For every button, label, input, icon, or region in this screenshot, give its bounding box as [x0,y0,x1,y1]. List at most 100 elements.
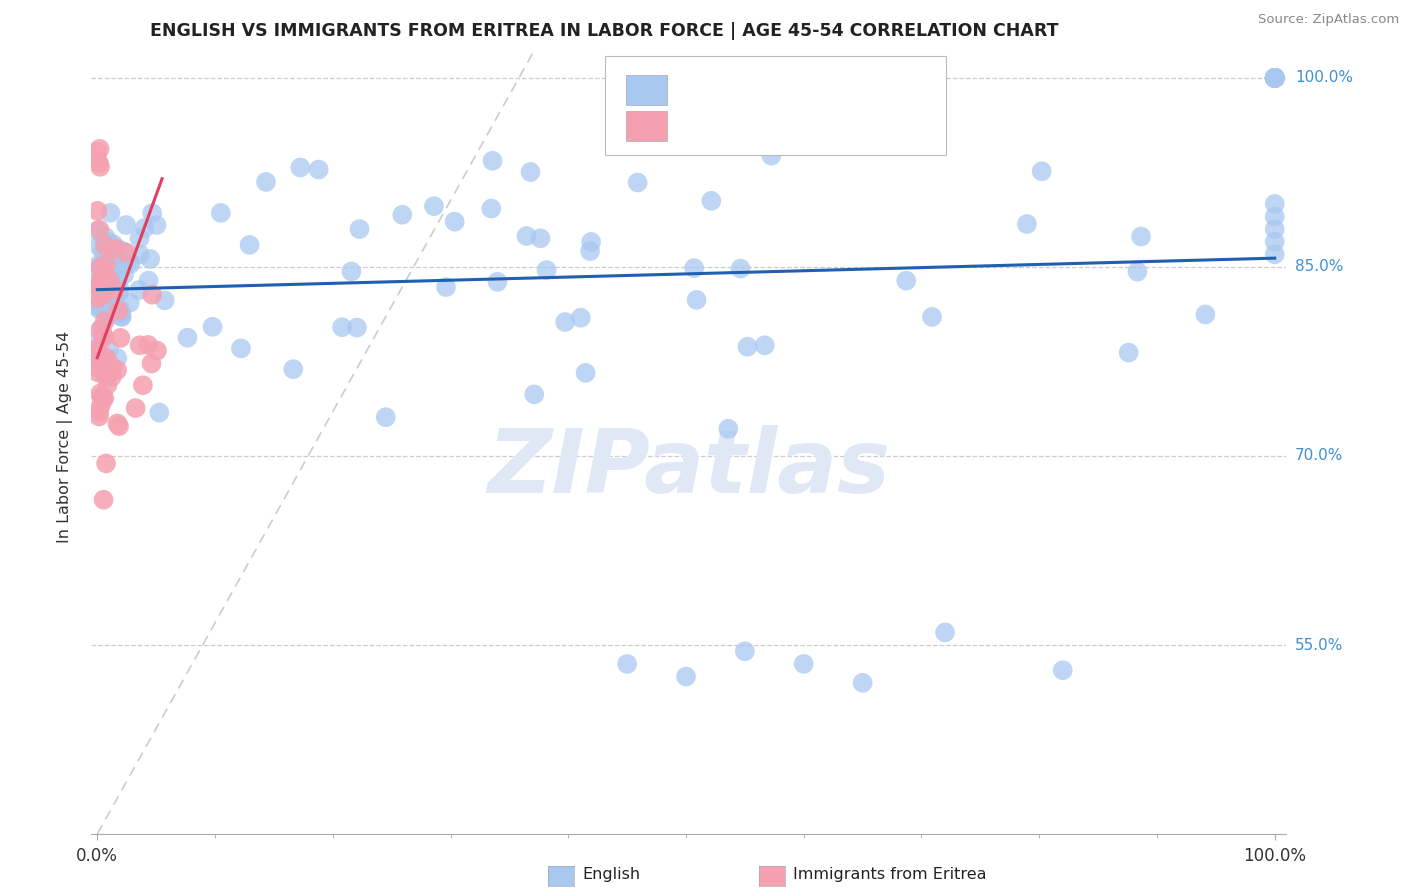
Point [96,243,118,257]
Point [97,285,120,300]
Point [346,320,368,334]
Point [1031,164,1053,178]
Point [519,165,541,179]
Point [1264,70,1286,85]
Point [132,378,155,392]
Point [91,244,114,259]
Point [340,264,363,278]
Point [1264,70,1286,85]
Text: ZIPatlas: ZIPatlas [488,425,890,512]
Point [110,306,132,320]
Point [443,214,465,228]
Point [93,492,115,507]
Point [89,142,111,156]
Point [104,251,127,265]
Point [89,323,111,337]
Point [108,419,131,434]
Point [1264,70,1286,85]
Point [201,319,224,334]
Point [91,320,114,334]
Point [104,283,127,297]
Point [434,280,457,294]
Point [94,254,117,268]
Text: N = 162: N = 162 [821,81,889,99]
Point [96,260,118,274]
Point [105,251,128,265]
Point [90,284,112,298]
Point [1264,70,1286,85]
Point [761,149,783,163]
Text: English: English [582,867,640,881]
Point [97,356,120,370]
Point [1264,222,1286,236]
Point [107,259,129,273]
Point [110,331,132,345]
Point [1264,70,1286,85]
Point [1264,70,1286,85]
Point [290,161,312,175]
Point [423,199,446,213]
Point [115,245,138,260]
Point [98,246,121,260]
Point [86,351,108,365]
Point [626,176,648,190]
Point [90,277,112,292]
Point [96,377,118,392]
Point [105,241,128,255]
Point [108,302,131,317]
Point [86,145,108,160]
Point [97,246,120,260]
Point [1264,70,1286,85]
Point [87,239,110,253]
Point [1264,70,1286,85]
Point [93,272,115,286]
Point [139,252,162,266]
Point [1264,70,1286,85]
Point [89,222,111,236]
Text: 55.0%: 55.0% [1295,638,1343,653]
Point [87,269,110,284]
Point [94,279,117,293]
FancyBboxPatch shape [605,56,946,155]
Point [481,153,503,168]
Point [1118,345,1140,359]
Point [1264,70,1286,85]
Point [1264,70,1286,85]
Point [141,206,163,220]
Point [86,291,108,305]
Point [87,258,110,272]
Point [91,288,114,302]
Point [737,340,759,354]
Point [896,274,918,288]
Point [97,235,120,249]
Point [554,315,576,329]
Point [486,275,509,289]
Point [1264,70,1286,85]
Point [107,272,129,286]
Point [616,657,638,671]
Point [94,264,117,278]
Point [374,410,396,425]
Point [523,387,546,401]
Point [153,293,176,308]
Point [103,289,125,303]
Text: 100.0%: 100.0% [1295,70,1353,86]
Point [93,330,115,344]
Point [128,283,150,297]
Point [391,208,413,222]
Point [1264,70,1286,85]
Point [89,357,111,371]
Point [579,244,602,259]
Point [934,625,956,640]
Point [536,263,558,277]
Point [98,342,121,356]
Point [97,304,120,318]
Point [87,352,110,367]
Point [1264,70,1286,85]
Point [734,644,756,658]
Text: R = 0.236: R = 0.236 [683,117,766,135]
Point [120,257,142,271]
Point [96,257,118,271]
Point [1130,229,1153,244]
Point [105,363,128,377]
